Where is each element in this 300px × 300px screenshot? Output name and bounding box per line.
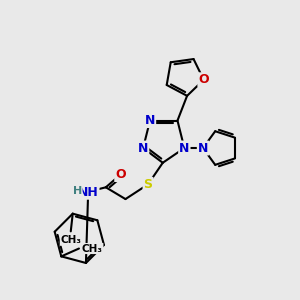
Text: N: N bbox=[145, 114, 155, 127]
Text: CH₃: CH₃ bbox=[82, 244, 103, 254]
Text: H: H bbox=[73, 186, 82, 196]
Text: N: N bbox=[138, 142, 148, 154]
Text: NH: NH bbox=[78, 186, 98, 199]
Text: S: S bbox=[143, 178, 152, 191]
Text: O: O bbox=[198, 73, 209, 86]
Text: N: N bbox=[179, 142, 190, 154]
Text: O: O bbox=[115, 168, 126, 181]
Text: N: N bbox=[198, 142, 208, 154]
Text: CH₃: CH₃ bbox=[60, 235, 81, 245]
